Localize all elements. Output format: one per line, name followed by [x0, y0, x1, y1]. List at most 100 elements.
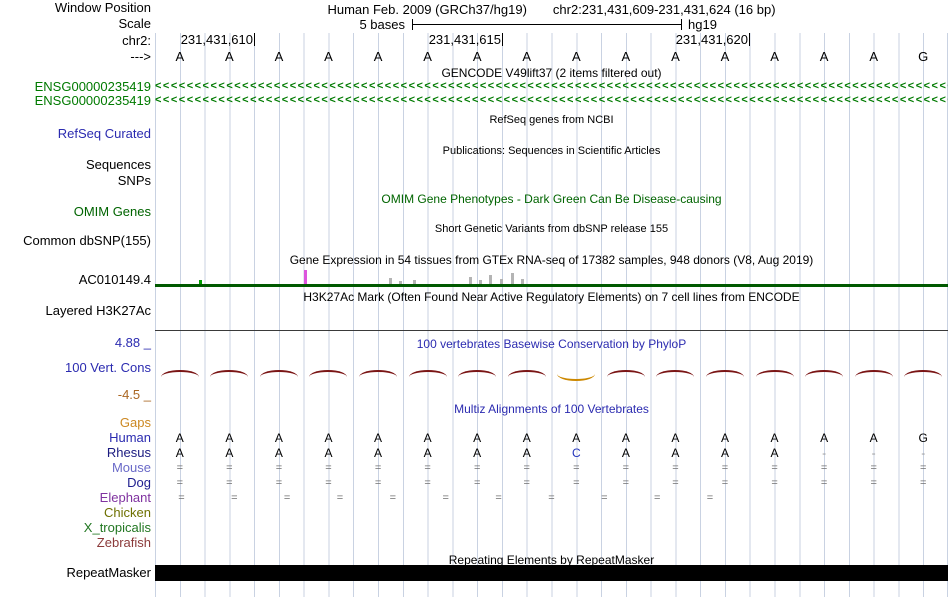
- snps-track-label[interactable]: SNPs: [117, 173, 151, 188]
- assembly-label: hg19: [688, 17, 717, 32]
- gencode-transcript[interactable]: <<<<<<<<<<<<<<<<<<<<<<<<<<<<<<<<<<<<<<<<…: [155, 80, 948, 92]
- strand-direction-label[interactable]: --->: [130, 49, 151, 64]
- alignment-cell: =: [424, 462, 431, 474]
- alignment-cell: =: [622, 462, 630, 474]
- alignment-cell: =: [336, 492, 344, 504]
- publications-title[interactable]: Publications: Sequences in Scientific Ar…: [442, 145, 661, 157]
- repeatmasker-title[interactable]: Repeating Elements by RepeatMasker: [448, 553, 655, 567]
- species-label-human[interactable]: Human: [109, 430, 151, 445]
- alignment-cell: A: [374, 446, 383, 460]
- scale-tick-right: [681, 19, 682, 30]
- base-letter: G: [918, 49, 929, 64]
- gencode-gene-label-2[interactable]: ENSG00000235419: [34, 93, 151, 108]
- scale-label-left[interactable]: Scale: [118, 16, 151, 31]
- browser-plot-area[interactable]: Human Feb. 2009 (GRCh37/hg19) chr2:231,4…: [155, 0, 948, 597]
- base-letter: A: [621, 49, 631, 64]
- species-label-xtropicalis[interactable]: X_tropicalis: [83, 520, 151, 535]
- repeatmasker-track-label[interactable]: RepeatMasker: [66, 565, 151, 580]
- alignment-cell: A: [175, 446, 184, 460]
- gtex-expression-bar: [521, 279, 524, 284]
- gtex-title[interactable]: Gene Expression in 54 tissues from GTEx …: [289, 253, 814, 267]
- alignment-cell: =: [176, 462, 183, 474]
- alignment-cell: =: [870, 462, 877, 474]
- conservation-track-label[interactable]: 100 Vert. Cons: [65, 360, 151, 375]
- alignment-cell: A: [324, 431, 333, 445]
- gencode-gene-label-1[interactable]: ENSG00000235419: [34, 79, 151, 94]
- alignment-cell: =: [473, 477, 481, 489]
- species-label-mouse[interactable]: Mouse: [111, 460, 151, 475]
- species-label-zebrafish[interactable]: Zebrafish: [96, 535, 151, 550]
- phylop-wiggle-mark: [854, 370, 893, 377]
- phylop-wiggle-mark: [606, 370, 645, 377]
- ruler-tick-label: 231,431,610: [155, 33, 255, 46]
- alignment-cell: A: [225, 446, 234, 460]
- base-letter: A: [571, 49, 581, 64]
- repeatmasker-element-bar[interactable]: [155, 565, 948, 581]
- alignment-cell: [789, 491, 842, 506]
- alignment-cell: =: [870, 477, 877, 489]
- base-letter: A: [671, 49, 680, 64]
- scale-tick-left: [412, 19, 413, 30]
- gencode-transcript[interactable]: <<<<<<<<<<<<<<<<<<<<<<<<<<<<<<<<<<<<<<<<…: [155, 94, 948, 106]
- alignment-cell: =: [548, 492, 555, 504]
- alignment-cell: A: [621, 431, 630, 445]
- alignment-cell: A: [572, 431, 581, 445]
- base-letter: A: [819, 49, 829, 64]
- h3k27ac-track-label[interactable]: Layered H3K27Ac: [45, 303, 151, 318]
- alignment-cell: =: [573, 477, 580, 489]
- omim-title[interactable]: OMIM Gene Phenotypes - Dark Green Can Be…: [381, 192, 722, 206]
- alignment-cell: =: [523, 462, 530, 474]
- alignment-cell: [736, 491, 789, 506]
- phylop-conservation-track[interactable]: [155, 0, 948, 597]
- gtex-gene-track[interactable]: [155, 0, 948, 597]
- base-letter: A: [423, 49, 432, 64]
- alignment-cell: A: [374, 431, 383, 445]
- alignment-cell: =: [920, 462, 927, 474]
- base-letter: A: [770, 49, 779, 64]
- species-label-rhesus[interactable]: Rhesus: [106, 445, 151, 460]
- alignment-cell: =: [176, 477, 183, 489]
- alignment-cell: [895, 491, 948, 506]
- phylop-max-label[interactable]: 4.88 _: [114, 335, 151, 350]
- chromosome-label[interactable]: chr2:: [122, 33, 151, 48]
- alignment-cell: =: [573, 462, 580, 474]
- species-label-dog[interactable]: Dog: [127, 475, 151, 490]
- phylop-min-label[interactable]: -4.5 _: [117, 387, 151, 402]
- base-letter: A: [225, 49, 234, 64]
- alignment-cell: =: [721, 477, 729, 489]
- gtex-expression-bar: [469, 277, 472, 284]
- phylop-wiggle-mark: [210, 370, 249, 377]
- alignment-cell: [842, 491, 895, 506]
- dbsnp-track-label[interactable]: Common dbSNP(155): [23, 233, 151, 248]
- alignment-cell: =: [771, 477, 778, 489]
- sequences-track-label[interactable]: Sequences: [85, 157, 151, 172]
- base-letter: A: [472, 49, 482, 64]
- dbsnp-title[interactable]: Short Genetic Variants from dbSNP releas…: [434, 223, 669, 235]
- refseq-track-label[interactable]: RefSeq Curated: [57, 126, 151, 141]
- alignment-cell: =: [226, 462, 233, 474]
- alignment-cell: =: [275, 477, 283, 489]
- gaps-row-label[interactable]: Gaps: [119, 415, 151, 430]
- alignment-cell: -: [921, 446, 926, 460]
- alignment-cell: =: [389, 492, 397, 504]
- phylop-wiggle-mark: [309, 370, 348, 377]
- gtex-expression-bar: [413, 280, 416, 284]
- alignment-cell: A: [274, 431, 283, 445]
- species-label-elephant[interactable]: Elephant: [99, 490, 151, 505]
- h3k27ac-baseline: [155, 330, 948, 331]
- alignment-cell: G: [918, 431, 928, 445]
- gencode-title[interactable]: GENCODE V49lift37 (2 items filtered out): [441, 66, 662, 80]
- phylop-title[interactable]: 100 vertebrates Basewise Conservation by…: [416, 337, 687, 351]
- gtex-gene-label[interactable]: AC010149.4: [78, 272, 151, 287]
- multiz-title[interactable]: Multiz Alignments of 100 Vertebrates: [454, 402, 649, 416]
- phylop-wiggle-mark: [507, 370, 546, 377]
- species-label-chicken[interactable]: Chicken: [104, 505, 151, 520]
- phylop-wiggle-mark: [259, 370, 298, 377]
- h3k27ac-title[interactable]: H3K27Ac Mark (Often Found Near Active Re…: [303, 290, 800, 304]
- window-position-label[interactable]: Window Position: [54, 0, 151, 15]
- refseq-title[interactable]: RefSeq genes from NCBI: [489, 114, 614, 126]
- omim-track-label[interactable]: OMIM Genes: [73, 204, 151, 219]
